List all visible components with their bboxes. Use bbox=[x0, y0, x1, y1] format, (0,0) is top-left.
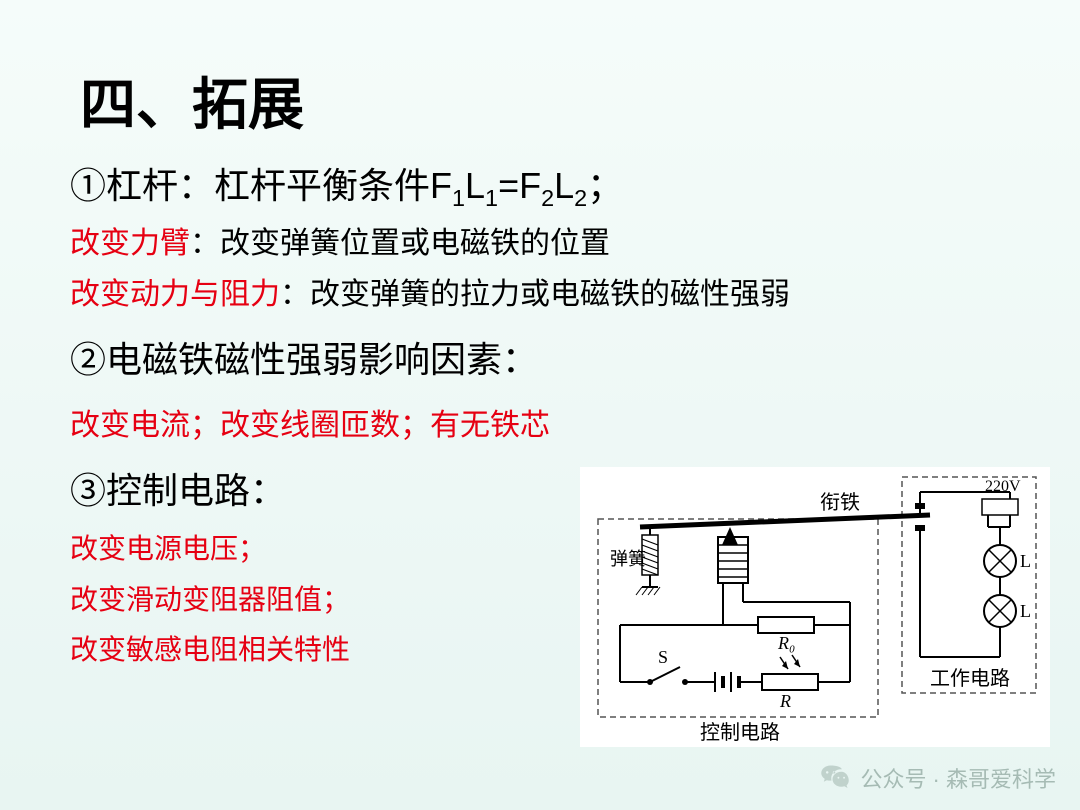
line-lever: ①杠杆：杠杆平衡条件F1L1=F2L2； bbox=[70, 161, 1020, 215]
mid2: L bbox=[554, 165, 574, 206]
sub3: 2 bbox=[541, 185, 554, 211]
mid1: L bbox=[465, 165, 485, 206]
line-voltage: 改变电源电压； bbox=[70, 527, 580, 572]
force-arm-black: ：改变弹簧位置或电磁铁的位置 bbox=[190, 227, 610, 260]
section-title: 四、拓展 bbox=[80, 60, 1020, 141]
line-force-resist: 改变动力与阻力：改变弹簧的拉力或电磁铁的磁性强弱 bbox=[70, 272, 1020, 317]
switch bbox=[650, 667, 680, 682]
r-label: R bbox=[779, 691, 791, 711]
force-resist-black: ：改变弹簧的拉力或电磁铁的磁性强弱 bbox=[280, 278, 790, 311]
wechat-icon bbox=[820, 763, 850, 793]
circuit-diagram: 衔铁 弹簧 S R₀ R 220V L L 控制电路 工作电路 bbox=[580, 467, 1050, 747]
line-em-factors: 改变电流；改变线圈匝数；有无铁芯 bbox=[70, 403, 1020, 448]
switch-label: S bbox=[658, 647, 668, 667]
spring-label: 弹簧 bbox=[610, 549, 646, 569]
line-rheostat: 改变滑动变阻器阻值； bbox=[70, 578, 580, 623]
resistor-r bbox=[762, 674, 818, 690]
force-resist-red: 改变动力与阻力 bbox=[70, 278, 280, 311]
line-sensitive-resistor: 改变敏感电阻相关特性 bbox=[70, 628, 580, 673]
sub2: 1 bbox=[485, 185, 498, 211]
voltage-source bbox=[982, 499, 1018, 515]
armature-bar bbox=[640, 515, 930, 527]
lever-text: ①杠杆：杠杆平衡条件F bbox=[70, 165, 452, 206]
work-label: 工作电路 bbox=[930, 667, 1010, 690]
suffix: ； bbox=[587, 165, 623, 206]
armature-label: 衔铁 bbox=[820, 491, 860, 514]
watermark: 公众号 · 森哥爱科学 bbox=[820, 762, 1056, 794]
force-arm-red: 改变力臂 bbox=[70, 227, 190, 260]
voltage-label: 220V bbox=[985, 478, 1021, 495]
sub1: 1 bbox=[452, 185, 465, 211]
resistor-r0 bbox=[758, 617, 814, 633]
lamp2-label: L bbox=[1020, 601, 1031, 621]
control-label: 控制电路 bbox=[700, 721, 780, 744]
eq: =F bbox=[498, 165, 541, 206]
sub4: 2 bbox=[574, 185, 587, 211]
r0-label: R₀ bbox=[777, 633, 795, 653]
watermark-text: 公众号 · 森哥爱科学 bbox=[860, 762, 1056, 794]
line-electromagnet: ②电磁铁磁性强弱影响因素： bbox=[70, 335, 1020, 385]
line-force-arm: 改变力臂：改变弹簧位置或电磁铁的位置 bbox=[70, 221, 1020, 266]
lamp1-label: L bbox=[1020, 551, 1031, 571]
